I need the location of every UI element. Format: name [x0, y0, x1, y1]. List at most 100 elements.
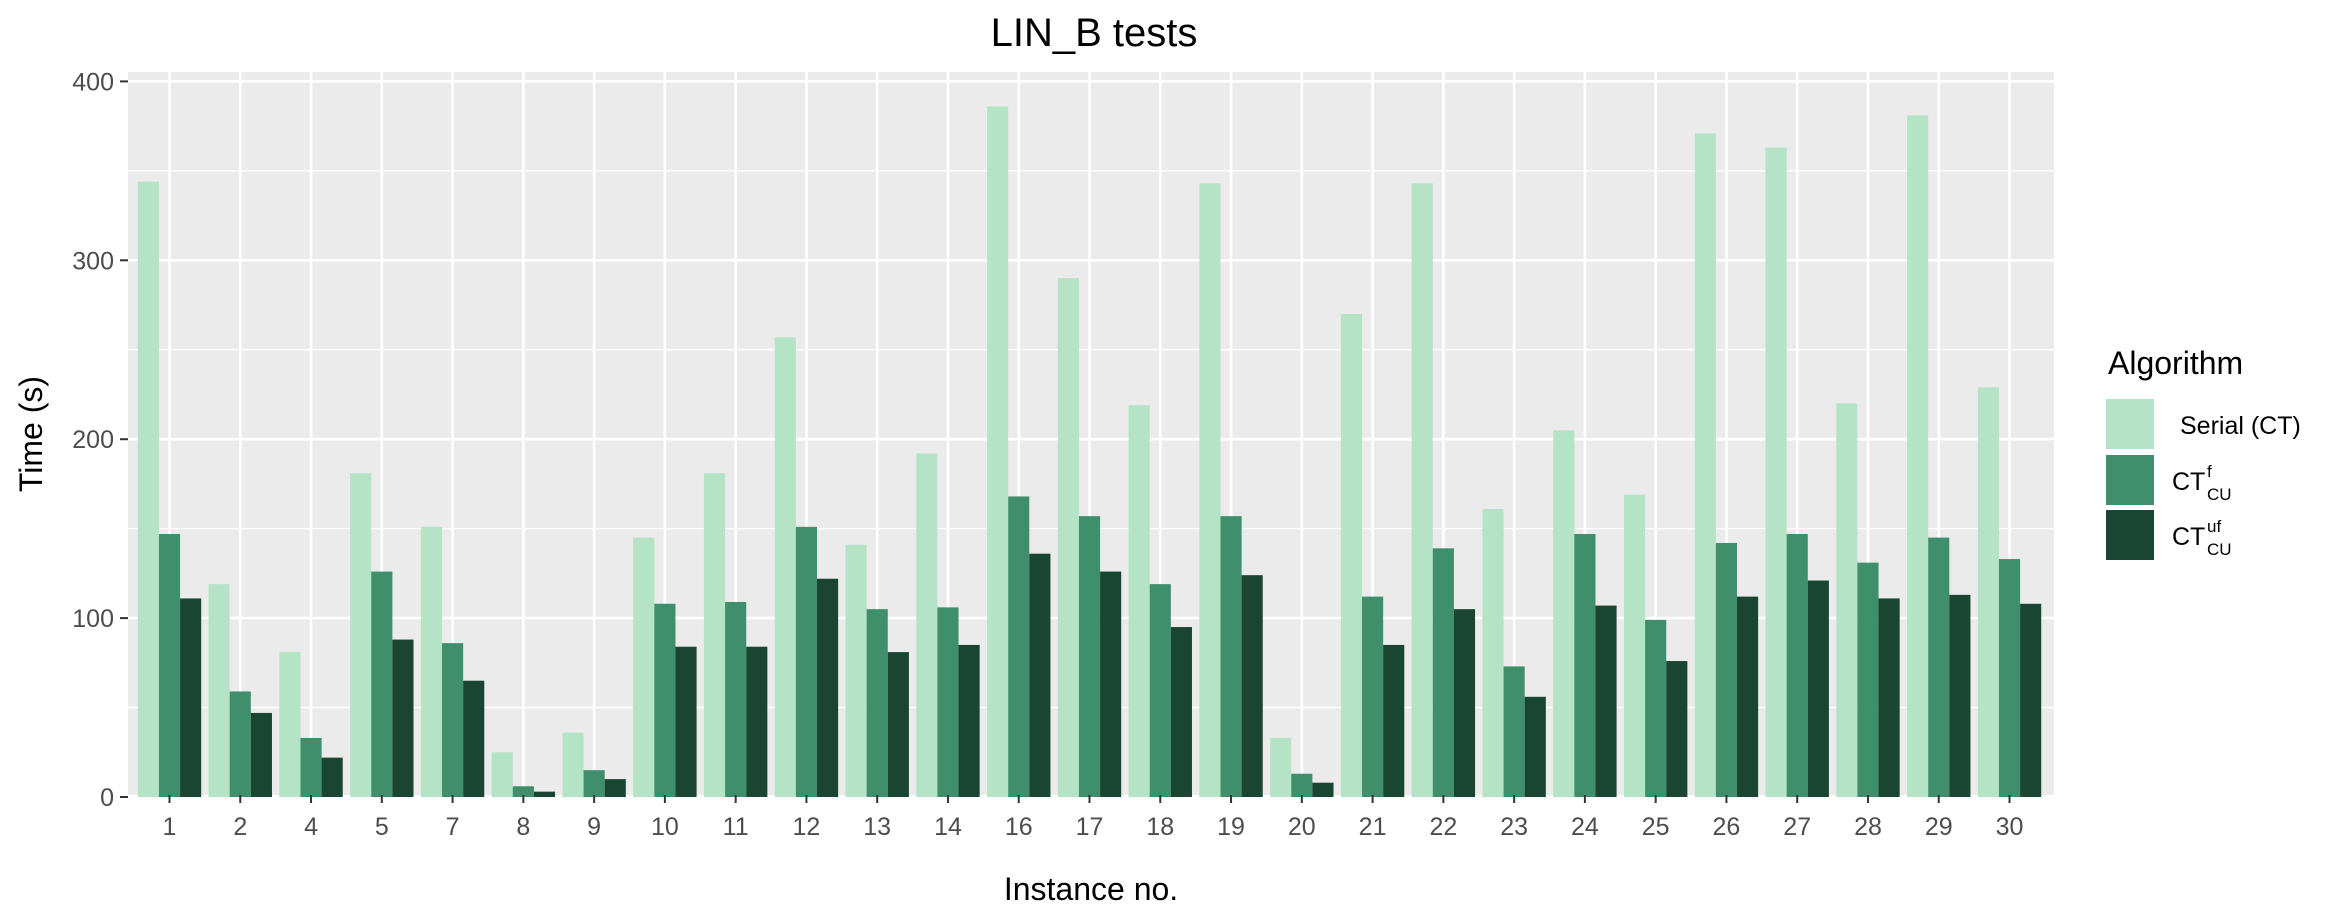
x-tick-label: 12	[793, 813, 821, 841]
y-axis-title: Time (s)	[13, 376, 49, 492]
bar-ct-uf-cu-20	[1312, 782, 1334, 797]
legend-key-1	[2106, 455, 2154, 505]
bar-ct-f-cu-4	[300, 737, 322, 797]
bar-serial-ct-20	[1270, 737, 1292, 797]
bar-ct-f-cu-27	[1786, 534, 1808, 797]
legend-label: Serial (CT)	[2180, 412, 2301, 440]
bar-ct-uf-cu-8	[533, 791, 556, 797]
bar-ct-uf-cu-30	[2020, 603, 2042, 797]
bar-ct-uf-cu-7	[463, 680, 485, 797]
y-tick-label: 400	[72, 68, 114, 96]
bar-ct-f-cu-12	[795, 526, 817, 797]
x-tick-label: 8	[516, 813, 530, 841]
bar-serial-ct-11	[703, 473, 726, 797]
bar-ct-f-cu-28	[1857, 562, 1879, 797]
bar-ct-f-cu-13	[866, 609, 888, 797]
bar-ct-uf-cu-10	[675, 646, 697, 797]
x-tick-label: 5	[375, 813, 389, 841]
bar-ct-f-cu-14	[937, 607, 959, 797]
bar-ct-f-cu-19	[1220, 516, 1242, 797]
bar-serial-ct-27	[1765, 147, 1787, 797]
bar-ct-f-cu-7	[442, 643, 464, 797]
bar-ct-uf-cu-29	[1949, 594, 1971, 797]
bar-ct-uf-cu-16	[1029, 553, 1051, 797]
bar-ct-uf-cu-9	[604, 779, 626, 797]
bar-serial-ct-14	[916, 453, 938, 797]
bar-serial-ct-17	[1057, 278, 1079, 797]
bar-serial-ct-12	[774, 337, 796, 797]
bar-ct-uf-cu-18	[1170, 627, 1192, 797]
bar-ct-uf-cu-25	[1666, 661, 1688, 797]
bar-ct-uf-cu-27	[1807, 580, 1829, 797]
legend-label-sub: CU	[2207, 485, 2232, 504]
bar-serial-ct-21	[1340, 313, 1363, 797]
bar-ct-f-cu-24	[1574, 534, 1596, 797]
bar-ct-uf-cu-11	[746, 646, 768, 797]
bar-ct-uf-cu-12	[816, 578, 839, 797]
bar-ct-uf-cu-28	[1878, 598, 1900, 797]
bar-ct-uf-cu-1	[180, 598, 202, 797]
x-tick-label: 25	[1642, 813, 1670, 841]
bar-ct-f-cu-11	[725, 601, 747, 797]
x-tick-label: 2	[233, 813, 247, 841]
x-tick-label: 26	[1713, 813, 1741, 841]
bar-serial-ct-9	[562, 732, 584, 797]
bar-ct-uf-cu-23	[1524, 696, 1546, 797]
bar-ct-uf-cu-17	[1100, 571, 1122, 797]
bar-ct-f-cu-5	[371, 571, 393, 797]
x-tick-label: 29	[1925, 813, 1953, 841]
legend-title: Algorithm	[2108, 345, 2243, 381]
bar-ct-f-cu-1	[158, 534, 181, 797]
x-tick-label: 23	[1500, 813, 1528, 841]
legend-label-sup: uf	[2207, 517, 2221, 536]
bar-serial-ct-25	[1623, 494, 1646, 797]
bar-serial-ct-29	[1907, 115, 1929, 798]
bar-serial-ct-30	[1977, 387, 1999, 797]
x-tick-label: 28	[1854, 813, 1882, 841]
y-tick-label: 100	[72, 605, 114, 633]
bar-ct-uf-cu-14	[958, 644, 980, 797]
bar-ct-f-cu-9	[583, 770, 605, 797]
legend-key-0	[2106, 399, 2154, 449]
y-tick-label: 0	[100, 784, 114, 812]
bar-ct-f-cu-20	[1291, 773, 1313, 797]
bar-serial-ct-16	[987, 106, 1009, 798]
x-tick-label: 16	[1005, 813, 1033, 841]
x-axis-title: Instance no.	[1004, 871, 1178, 907]
bar-serial-ct-24	[1553, 430, 1575, 797]
x-tick-label: 30	[1996, 813, 2024, 841]
bar-ct-uf-cu-26	[1737, 596, 1759, 797]
legend-label-sub: CU	[2207, 540, 2232, 559]
x-tick-label: 4	[304, 813, 318, 841]
bar-serial-ct-1	[137, 181, 159, 798]
x-tick-label: 18	[1146, 813, 1174, 841]
x-tick-label: 17	[1076, 813, 1104, 841]
bar-serial-ct-10	[633, 537, 655, 797]
x-tick-label: 19	[1217, 813, 1245, 841]
legend-label: CT	[2172, 468, 2205, 496]
bar-serial-ct-18	[1128, 405, 1150, 797]
x-tick-label: 14	[934, 813, 962, 841]
bar-ct-uf-cu-21	[1383, 644, 1405, 797]
x-tick-label: 24	[1571, 813, 1599, 841]
bar-ct-f-cu-21	[1362, 596, 1384, 797]
bar-serial-ct-8	[491, 752, 513, 797]
y-tick-label: 200	[72, 426, 114, 454]
x-tick-label: 7	[446, 813, 460, 841]
bar-ct-f-cu-10	[654, 603, 676, 797]
bar-ct-uf-cu-4	[321, 757, 343, 797]
bar-ct-f-cu-16	[1008, 496, 1030, 797]
bar-serial-ct-28	[1836, 403, 1858, 797]
bar-serial-ct-19	[1199, 183, 1221, 798]
x-tick-label: 13	[863, 813, 891, 841]
bar-ct-f-cu-22	[1432, 548, 1454, 797]
bar-serial-ct-23	[1482, 508, 1504, 797]
bar-serial-ct-13	[845, 544, 867, 797]
bar-ct-f-cu-23	[1503, 666, 1525, 797]
x-tick-label: 11	[723, 813, 749, 841]
bar-serial-ct-7	[420, 526, 443, 797]
x-axis: 1 2 4 5 7 8 9 10 11 12 13 14 16 17 18 19 20 21 22 23 24 25 26 2…	[163, 795, 2024, 841]
bar-ct-f-cu-29	[1928, 537, 1950, 797]
x-tick-label: 22	[1429, 813, 1457, 841]
